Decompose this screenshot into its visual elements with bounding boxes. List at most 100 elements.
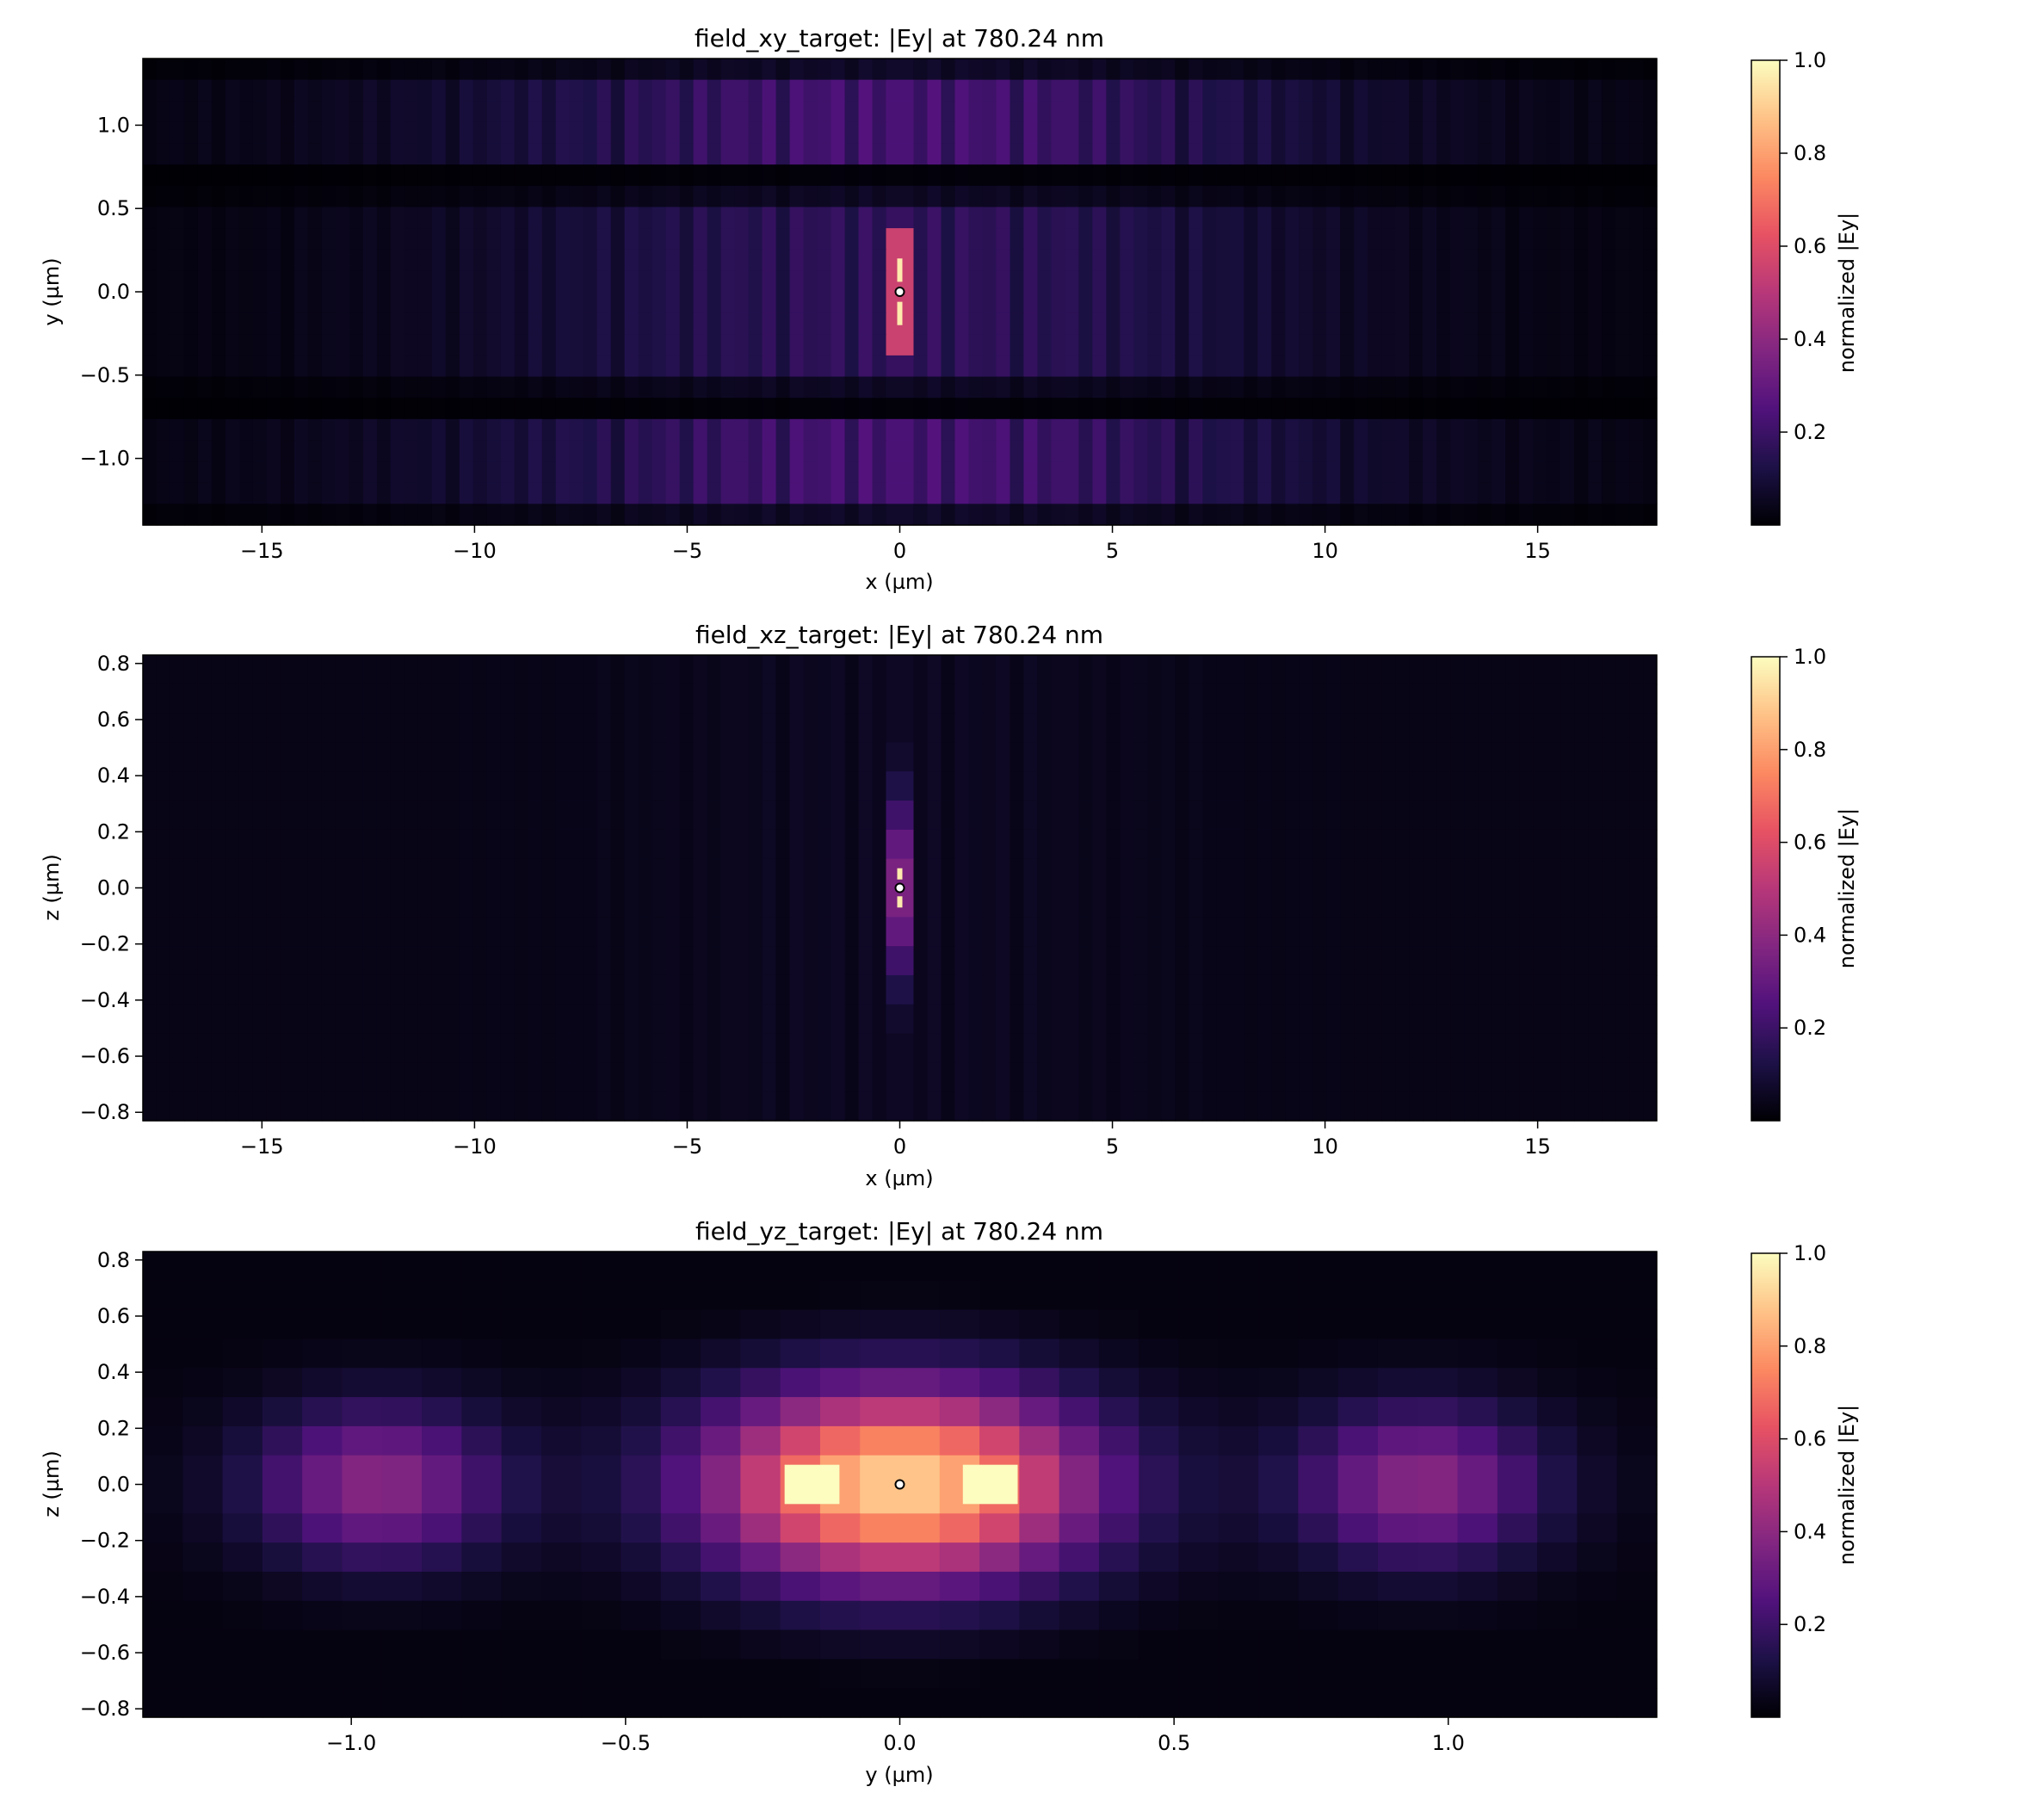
heatmap-cell [417, 482, 433, 504]
heatmap-cell [1577, 1542, 1618, 1573]
heatmap-cell [459, 418, 474, 442]
heatmap-cell [342, 1571, 383, 1602]
heatmap-cell [817, 771, 832, 801]
heatmap-cell [982, 79, 997, 102]
heatmap-cell [252, 292, 268, 314]
heatmap-cell [486, 121, 502, 145]
heatmap-cell [1023, 887, 1039, 918]
heatmap-cell [1464, 829, 1479, 860]
heatmap-cell [1436, 79, 1451, 102]
heatmap-cell [1377, 1309, 1418, 1340]
heatmap-cell [472, 228, 488, 250]
heatmap-cell [1257, 228, 1272, 250]
heatmap-cell [1417, 1571, 1459, 1602]
heatmap-cell [1051, 1004, 1065, 1035]
heatmap-cell [431, 683, 447, 714]
heatmap-cell [651, 1091, 667, 1122]
heatmap-cell [1098, 1571, 1139, 1602]
heatmap-cell [1258, 1397, 1299, 1427]
heatmap-cell [1616, 1542, 1658, 1573]
heatmap-cell [1037, 1004, 1052, 1035]
heatmap-cell [748, 164, 763, 187]
heatmap-cell [1478, 829, 1492, 860]
heatmap-cell [1395, 829, 1410, 860]
heatmap-cell [610, 974, 626, 1005]
heatmap-cell [555, 504, 571, 526]
heatmap-cell [170, 398, 185, 420]
heatmap-cell [1423, 79, 1437, 102]
heatmap-cell [1602, 829, 1616, 860]
heatmap-cell [679, 398, 695, 420]
heatmap-cell [803, 829, 818, 860]
heatmap-cell [293, 143, 309, 165]
heatmap-cell [996, 858, 1011, 889]
heatmap-cell [404, 713, 419, 744]
heatmap-cell [183, 228, 199, 250]
heatmap-cell [1010, 801, 1025, 831]
heatmap-cell [913, 946, 929, 976]
heatmap-cell [1533, 79, 1547, 102]
heatmap-cell [583, 1062, 598, 1092]
heatmap-cell [1464, 655, 1479, 685]
heatmap-cell [979, 1513, 1020, 1543]
heatmap-cell [954, 164, 970, 187]
heatmap-cell [390, 292, 405, 314]
heatmap-cell [500, 334, 516, 356]
heatmap-cell [1023, 59, 1039, 81]
heatmap-cell [734, 1004, 750, 1035]
heatmap-cell [1450, 143, 1465, 165]
heatmap-cell [860, 1425, 901, 1456]
heatmap-cell [1175, 713, 1189, 744]
heatmap-cell [1417, 1513, 1459, 1543]
heatmap-cell [528, 440, 543, 462]
heatmap-cell [872, 1062, 887, 1092]
heatmap-cell [1065, 207, 1079, 229]
heatmap-cell [858, 249, 874, 271]
panel-title: field_yz_target: |Ey| at 780.24 nm [695, 1217, 1103, 1246]
heatmap-cell [569, 742, 584, 772]
heatmap-cell [1078, 249, 1093, 271]
colorbar-tick-label: 0.2 [1794, 1612, 1826, 1636]
heatmap-cell [1133, 355, 1148, 378]
heatmap-cell [748, 1004, 763, 1035]
heatmap-cell [775, 655, 791, 685]
heatmap-cell [954, 228, 970, 250]
heatmap-cell [1629, 1033, 1644, 1063]
heatmap-cell [569, 461, 584, 484]
heatmap-cell [1092, 771, 1107, 801]
heatmap-cell [748, 207, 763, 229]
heatmap-cell [307, 504, 323, 526]
heatmap-cell [707, 440, 722, 462]
heatmap-cell [858, 59, 874, 81]
y-tick-label: −0.8 [80, 1100, 130, 1124]
heatmap-cell [1497, 1397, 1538, 1427]
heatmap-cell [1010, 829, 1025, 860]
heatmap-cell [660, 1600, 701, 1631]
heatmap-cell [1436, 683, 1451, 714]
heatmap-cell [540, 1338, 582, 1369]
heatmap-cell [1257, 655, 1272, 685]
heatmap-cell [968, 440, 984, 462]
heatmap-cell [1574, 1004, 1589, 1035]
heatmap-cell [569, 228, 584, 250]
heatmap-cell [734, 771, 750, 801]
heatmap-cell [1037, 418, 1052, 442]
heatmap-cell [266, 398, 281, 420]
heatmap-cell [459, 143, 474, 165]
heatmap-cell [307, 292, 323, 314]
heatmap-cell [528, 121, 543, 145]
heatmap-cell [660, 1252, 701, 1282]
heatmap-cell [1092, 121, 1107, 145]
heatmap-cell [844, 249, 860, 271]
heatmap-cell [349, 771, 364, 801]
heatmap-cell [596, 164, 612, 187]
heatmap-cell [376, 974, 392, 1005]
heatmap-cell [1491, 355, 1506, 378]
heatmap-cell [222, 1368, 263, 1398]
heatmap-cell [1175, 121, 1189, 145]
heatmap-cell [376, 312, 392, 335]
heatmap-cell [858, 771, 874, 801]
heatmap-cell [459, 185, 474, 208]
heatmap-cell [581, 1571, 622, 1602]
heatmap-cell [740, 1629, 781, 1660]
